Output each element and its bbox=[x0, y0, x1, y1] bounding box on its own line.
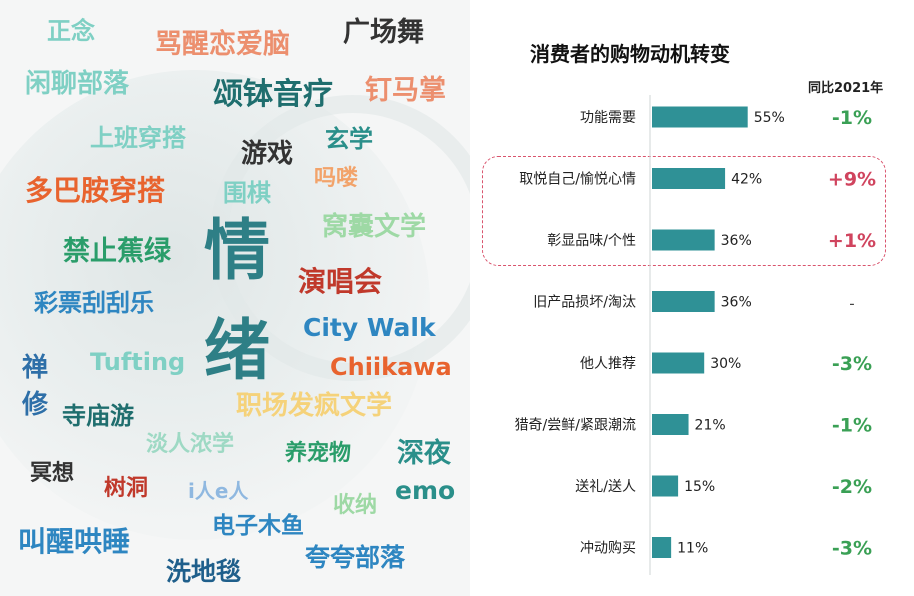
word-1: 骂醒恋爱脑 bbox=[155, 29, 290, 60]
word-9: 多巴胺穿搭 bbox=[25, 174, 166, 207]
category-label: 送礼/送人 bbox=[575, 479, 636, 495]
word-19: 禅 bbox=[22, 353, 49, 383]
yoy-change-label: -2% bbox=[832, 476, 872, 498]
chart-title: 消费者的购物动机转变 bbox=[530, 42, 730, 66]
value-label: 21% bbox=[695, 418, 726, 434]
word-26: 冥想 bbox=[30, 461, 75, 486]
yoy-change-label: -3% bbox=[832, 353, 872, 375]
word-27: 树洞 bbox=[104, 476, 149, 501]
word-7: 游戏 bbox=[241, 139, 294, 169]
word-17: Tufting bbox=[90, 348, 186, 376]
word-31: 收纳 bbox=[333, 493, 378, 518]
value-label: 55% bbox=[754, 110, 785, 126]
word-10: 吗喽 bbox=[314, 166, 359, 191]
word-4: 颂钵音疗 bbox=[213, 77, 333, 112]
yoy-change-label: +1% bbox=[828, 230, 876, 252]
bar-chart: 功能需要 55% -1% 取悦自己/愉悦心情 42% +9% 彰显品味/个性 36% +1% 旧产… bbox=[515, 95, 876, 575]
value-label: 42% bbox=[731, 172, 762, 188]
yoy-change-label: - bbox=[849, 295, 854, 313]
word-8: 玄学 bbox=[325, 125, 373, 153]
value-label: 30% bbox=[710, 356, 741, 372]
center-char-2: 绪 bbox=[204, 312, 270, 389]
bar bbox=[652, 168, 726, 189]
value-label: 15% bbox=[684, 479, 715, 495]
bar bbox=[652, 414, 689, 435]
word-30: 电子木鱼 bbox=[212, 513, 304, 539]
word-2: 广场舞 bbox=[343, 17, 424, 48]
yoy-header: 同比2021年 bbox=[808, 81, 884, 96]
word-33: 洗地毯 bbox=[166, 557, 242, 586]
bar bbox=[652, 537, 672, 558]
value-label: 36% bbox=[721, 233, 752, 249]
value-label: 36% bbox=[721, 295, 752, 311]
yoy-change-label: +9% bbox=[828, 169, 876, 191]
word-cloud: 正念 骂醒恋爱脑 广场舞 闲聊部落 颂钵音疗 钉马掌 上班穿搭 游戏 玄学 多巴… bbox=[0, 17, 470, 586]
yoy-change-label: -3% bbox=[832, 538, 872, 560]
category-label: 彰显品味/个性 bbox=[547, 232, 636, 249]
word-15: 彩票刮刮乐 bbox=[34, 289, 154, 317]
word-3: 闲聊部落 bbox=[25, 69, 130, 99]
word-18: Chiikawa bbox=[330, 353, 452, 381]
word-32: 叫醒哄睡 bbox=[18, 525, 131, 558]
category-label: 他人推荐 bbox=[580, 356, 636, 372]
category-label: 旧产品损坏/淘汰 bbox=[533, 295, 636, 311]
word-22: 职场发疯文学 bbox=[236, 391, 393, 421]
center-char-1: 情 bbox=[204, 212, 270, 289]
bar bbox=[652, 352, 705, 374]
category-label: 功能需要 bbox=[580, 110, 636, 126]
word-25: 深夜 bbox=[397, 438, 451, 469]
bar bbox=[652, 106, 748, 128]
yoy-change-label: -1% bbox=[832, 107, 872, 129]
word-24: 养宠物 bbox=[285, 441, 352, 466]
bar bbox=[652, 291, 715, 312]
bar bbox=[652, 229, 715, 251]
category-label: 冲动购买 bbox=[580, 541, 636, 557]
word-23: 淡人浓学 bbox=[146, 432, 235, 457]
word-16: City Walk bbox=[303, 313, 436, 342]
word-6: 上班穿搭 bbox=[90, 124, 186, 152]
category-label: 取悦自己/愉悦心情 bbox=[519, 172, 636, 188]
word-12: 窝囊文学 bbox=[322, 212, 427, 242]
word-0: 正念 bbox=[47, 17, 95, 45]
category-label: 猎奇/尝鲜/紧跟潮流 bbox=[515, 417, 636, 434]
word-20: 修 bbox=[22, 390, 49, 420]
value-label: 11% bbox=[677, 541, 708, 557]
bar bbox=[652, 475, 679, 497]
yoy-change-label: -1% bbox=[832, 415, 872, 437]
word-21: 寺庙游 bbox=[62, 402, 134, 430]
word-28: i人e人 bbox=[188, 479, 249, 503]
highlight-box bbox=[482, 156, 886, 266]
word-29: emo bbox=[395, 476, 456, 505]
word-11: 围棋 bbox=[223, 179, 271, 207]
word-34: 夸夸部落 bbox=[305, 543, 406, 572]
word-5: 钉马掌 bbox=[365, 75, 446, 106]
word-13: 禁止蕉绿 bbox=[63, 236, 171, 267]
word-14: 演唱会 bbox=[298, 265, 383, 298]
